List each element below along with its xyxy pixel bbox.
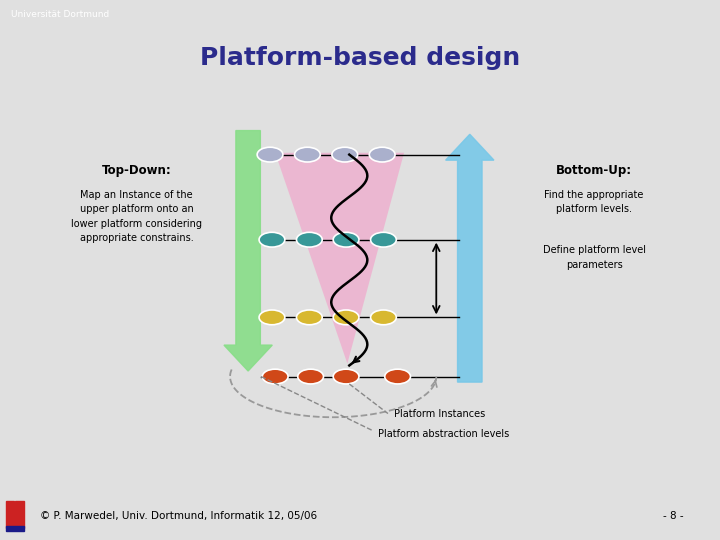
FancyArrow shape xyxy=(224,131,272,371)
Circle shape xyxy=(257,147,283,162)
Circle shape xyxy=(294,147,320,162)
Text: Find the appropriate
platform levels.: Find the appropriate platform levels. xyxy=(544,190,644,214)
Circle shape xyxy=(333,369,359,384)
Bar xyxy=(6,526,24,531)
Text: Define platform level
parameters: Define platform level parameters xyxy=(543,245,646,269)
Circle shape xyxy=(333,232,359,247)
Circle shape xyxy=(259,232,285,247)
Text: Platform-based design: Platform-based design xyxy=(200,46,520,70)
Circle shape xyxy=(369,147,395,162)
Text: - 8 -: - 8 - xyxy=(663,511,683,521)
Text: © P. Marwedel, Univ. Dortmund, Informatik 12, 05/06: © P. Marwedel, Univ. Dortmund, Informati… xyxy=(40,511,317,521)
Circle shape xyxy=(297,310,323,325)
Circle shape xyxy=(297,232,323,247)
Circle shape xyxy=(333,310,359,325)
Text: Universität Dortmund: Universität Dortmund xyxy=(11,10,109,19)
Bar xyxy=(15,501,24,528)
Text: Map an Instance of the
upper platform onto an
lower platform considering
appropr: Map an Instance of the upper platform on… xyxy=(71,190,202,243)
Text: Top-Down:: Top-Down: xyxy=(102,164,171,177)
Circle shape xyxy=(259,310,285,325)
Circle shape xyxy=(262,369,288,384)
Text: Platform abstraction levels: Platform abstraction levels xyxy=(378,429,510,439)
Bar xyxy=(6,501,14,528)
Circle shape xyxy=(332,147,358,162)
Circle shape xyxy=(371,232,396,247)
Circle shape xyxy=(384,369,410,384)
FancyArrow shape xyxy=(446,134,494,382)
Text: Platform Instances: Platform Instances xyxy=(395,409,486,419)
Text: Bottom-Up:: Bottom-Up: xyxy=(556,164,632,177)
Polygon shape xyxy=(275,153,404,363)
Circle shape xyxy=(298,369,323,384)
Circle shape xyxy=(371,310,396,325)
